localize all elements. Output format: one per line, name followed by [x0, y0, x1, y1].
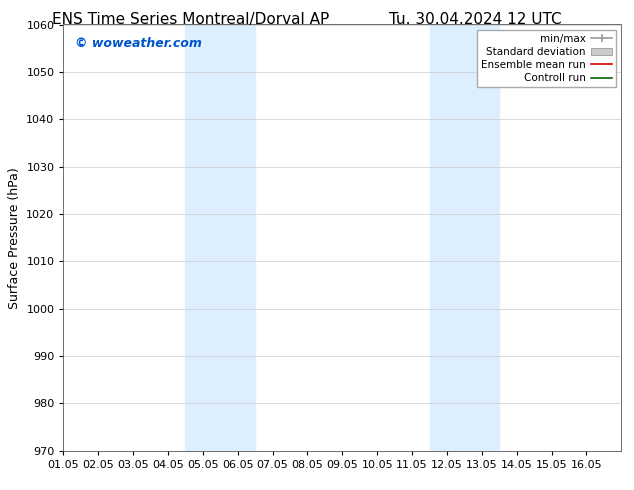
Text: © woweather.com: © woweather.com [75, 37, 202, 50]
Legend: min/max, Standard deviation, Ensemble mean run, Controll run: min/max, Standard deviation, Ensemble me… [477, 30, 616, 87]
Text: ENS Time Series Montreal/Dorval AP: ENS Time Series Montreal/Dorval AP [51, 12, 329, 27]
Y-axis label: Surface Pressure (hPa): Surface Pressure (hPa) [8, 167, 21, 309]
Bar [429, 24, 500, 451]
Bar [185, 24, 255, 451]
Text: Tu. 30.04.2024 12 UTC: Tu. 30.04.2024 12 UTC [389, 12, 562, 27]
